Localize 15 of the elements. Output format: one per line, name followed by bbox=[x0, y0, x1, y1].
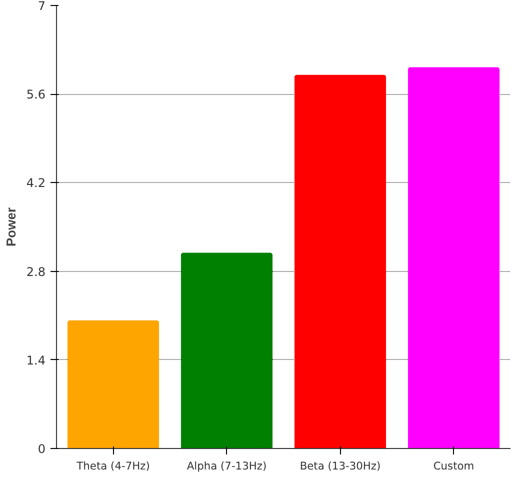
x-tick-label: Custom bbox=[433, 460, 474, 472]
y-tick-label: 1.4 bbox=[26, 353, 46, 368]
bar bbox=[408, 67, 500, 448]
y-tick-label: 7 bbox=[38, 0, 46, 13]
y-tick-label: 5.6 bbox=[26, 88, 46, 102]
bar bbox=[294, 74, 386, 448]
y-tick-label: 0 bbox=[38, 442, 46, 456]
bar bbox=[67, 320, 160, 448]
x-tick-label: Beta (13-30Hz) bbox=[300, 460, 381, 472]
bar bbox=[180, 252, 273, 448]
y-tick-label: 2.8 bbox=[26, 264, 46, 279]
y-axis-title: Power bbox=[3, 207, 18, 247]
x-tick-label: Alpha (7-13Hz) bbox=[186, 460, 267, 472]
x-tick-label: Theta (4-7Hz) bbox=[76, 460, 150, 472]
y-tick-label: 4.2 bbox=[26, 176, 46, 190]
